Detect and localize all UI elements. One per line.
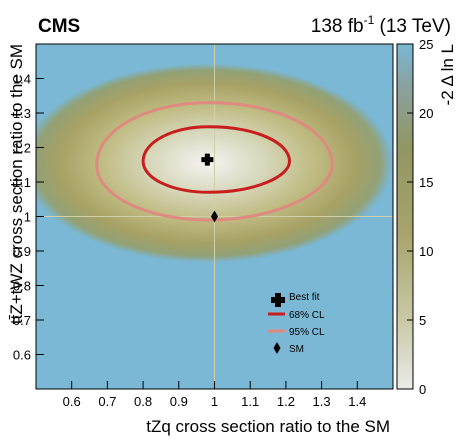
legend: Best fit 68% CL 95% CL SM	[268, 292, 325, 355]
x-tick-label: 1.4	[348, 394, 366, 409]
x-axis-ticks: 0.6 0.7 0.8 0.9 1 1.1 1.2 1.3 1.4	[63, 381, 366, 409]
z-axis-title: -2 Δ ln L	[438, 44, 457, 105]
legend-95cl-label: 95% CL	[289, 327, 325, 338]
z-tick-label: 25	[419, 37, 433, 52]
x-tick-label: 0.6	[63, 394, 81, 409]
x-tick-label: 0.8	[134, 394, 152, 409]
z-tick-label: 0	[419, 382, 426, 397]
x-tick-label: 0.7	[98, 394, 116, 409]
y-tick-label: 1.2	[13, 141, 31, 156]
y-tick-label: 0.7	[13, 313, 31, 328]
z-tick-label: 15	[419, 175, 433, 190]
sm-marker	[211, 210, 218, 223]
z-axis-ticks: 0 5 10 15 20 25	[407, 37, 433, 397]
x-tick-label: 1	[211, 394, 218, 409]
y-tick-label: 1	[24, 210, 31, 225]
best-fit-marker	[201, 153, 214, 166]
y-tick-label: 1.1	[13, 175, 31, 190]
y-tick-label: 0.8	[13, 279, 31, 294]
y-tick-label: 0.9	[13, 244, 31, 259]
x-axis-title: tZq cross section ratio to the SM	[146, 417, 390, 436]
legend-best-fit-marker	[271, 293, 285, 307]
z-tick-label: 5	[419, 313, 426, 328]
y-tick-label: 1.3	[13, 106, 31, 121]
y-tick-label: 1.4	[13, 72, 31, 87]
legend-68cl-label: 68% CL	[289, 310, 325, 321]
z-tick-label: 10	[419, 244, 433, 259]
contour-68-cl	[141, 125, 292, 194]
x-tick-label: 0.9	[170, 394, 188, 409]
y-axis-title: tt̄Z+tWZ cross section ratio to the SM	[7, 44, 26, 324]
heatmap-area	[36, 44, 393, 389]
y-axis-ticks: 0.6 0.7 0.8 0.9 1 1.1 1.2 1.3 1.4	[13, 72, 44, 363]
legend-sm-label: SM	[289, 344, 304, 355]
z-scale-bar	[396, 43, 414, 390]
x-tick-label: 1.1	[241, 394, 259, 409]
luminosity-label: 138 fb-1 (13 TeV)	[311, 13, 451, 37]
experiment-label: CMS	[38, 16, 80, 37]
z-tick-label: 20	[419, 106, 433, 121]
y-tick-label: 0.6	[13, 348, 31, 363]
contour-95-cl	[95, 101, 334, 222]
legend-best-fit-label: Best fit	[289, 292, 320, 303]
legend-sm-marker	[273, 342, 281, 354]
x-tick-label: 1.3	[313, 394, 331, 409]
x-tick-label: 1.2	[277, 394, 295, 409]
